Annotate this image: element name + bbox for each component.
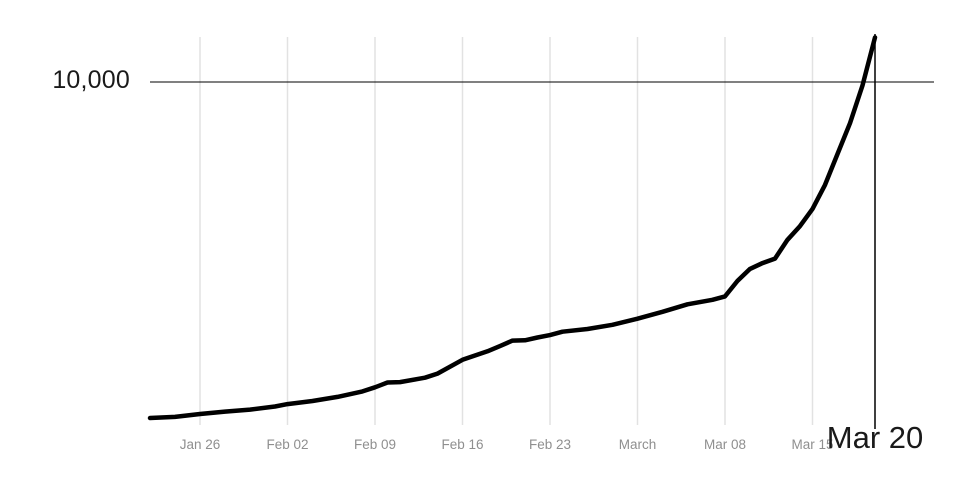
x-tick-label-march: March: [618, 437, 657, 452]
x-tick-label-feb-16: Feb 16: [441, 437, 484, 452]
data-curve: [147, 35, 878, 421]
x-tick-label-feb-09: Feb 09: [353, 437, 397, 452]
date-annotation-mar-20: Mar 20: [826, 420, 924, 455]
x-tick-label-feb-02: Feb 02: [266, 437, 309, 452]
x-tick-label-feb-23: Feb 23: [528, 437, 572, 452]
x-tick-label-mar-08: Mar 08: [703, 437, 747, 452]
x-tick-label-mar-15: Mar 15: [791, 437, 834, 452]
x-axis-ticks: Jan 26 Feb 02 Feb 09 Feb 16 Feb 23 March Mar 0…: [0, 437, 960, 459]
x-tick-label-jan-26: Jan 26: [179, 437, 221, 452]
y-axis-label-10000: 10,000: [52, 66, 130, 94]
